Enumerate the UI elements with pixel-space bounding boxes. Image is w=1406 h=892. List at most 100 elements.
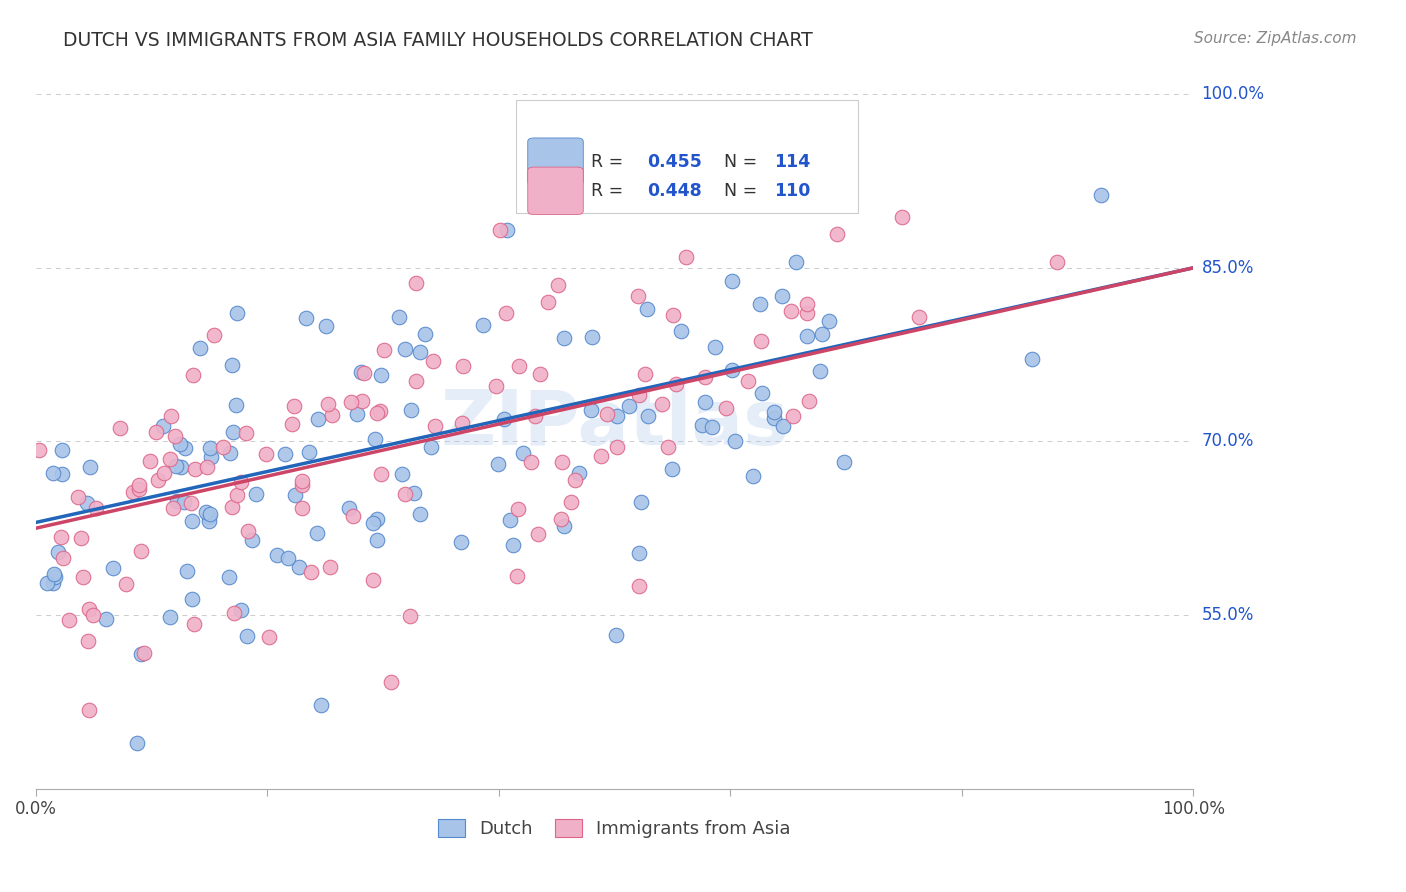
Point <box>173 495 195 509</box>
Point <box>222 425 245 439</box>
Point <box>288 559 311 574</box>
Point <box>413 327 436 342</box>
Point <box>361 573 384 587</box>
Point <box>364 433 387 447</box>
Point <box>380 675 402 690</box>
Point <box>176 564 198 578</box>
Point <box>221 500 243 515</box>
Point <box>183 617 205 632</box>
Point <box>472 318 495 333</box>
Point <box>526 527 548 541</box>
Point <box>524 409 547 424</box>
Text: 85.0%: 85.0% <box>1202 259 1254 277</box>
Point <box>405 277 427 291</box>
Point <box>184 462 207 476</box>
Point <box>229 603 252 617</box>
Point <box>350 366 373 380</box>
Point <box>422 353 444 368</box>
Point <box>785 255 807 269</box>
Point <box>399 608 422 623</box>
Point <box>779 304 801 318</box>
Point <box>77 602 100 616</box>
Point <box>399 402 422 417</box>
Point <box>318 560 340 574</box>
Point <box>796 297 818 311</box>
Point <box>782 409 804 423</box>
Point <box>28 443 51 458</box>
Point <box>486 457 509 471</box>
Point <box>103 560 125 574</box>
Text: 70.0%: 70.0% <box>1202 433 1254 450</box>
Point <box>579 402 602 417</box>
Point <box>222 606 245 620</box>
Point <box>129 544 152 558</box>
Point <box>564 473 586 487</box>
Point <box>353 366 375 380</box>
Point <box>51 443 73 458</box>
Text: 0.455: 0.455 <box>647 153 702 170</box>
Point <box>198 509 221 524</box>
Point <box>284 487 307 501</box>
Point <box>749 334 772 348</box>
Point <box>240 533 263 547</box>
Point <box>748 297 770 311</box>
Point <box>388 310 411 324</box>
Point <box>651 397 673 411</box>
Point <box>299 565 322 579</box>
Point <box>832 455 855 469</box>
Point <box>770 288 793 302</box>
Point <box>420 440 443 454</box>
Point <box>695 395 717 409</box>
Text: 100.0%: 100.0% <box>1202 86 1264 103</box>
Point <box>630 495 652 509</box>
Point <box>662 309 685 323</box>
Text: DUTCH VS IMMIGRANTS FROM ASIA FAMILY HOUSEHOLDS CORRELATION CHART: DUTCH VS IMMIGRANTS FROM ASIA FAMILY HOU… <box>63 31 813 50</box>
Point <box>391 467 413 481</box>
Point <box>42 575 65 590</box>
Point <box>218 570 240 584</box>
Point <box>162 500 184 515</box>
Point <box>499 513 522 527</box>
Point <box>198 507 221 521</box>
Point <box>281 417 304 432</box>
Point <box>294 310 316 325</box>
Point <box>721 363 744 377</box>
Point <box>58 613 80 627</box>
Point <box>76 496 98 510</box>
Point <box>152 419 174 434</box>
Point <box>695 370 717 384</box>
Point <box>160 409 183 424</box>
Text: Source: ZipAtlas.com: Source: ZipAtlas.com <box>1194 31 1357 46</box>
Point <box>495 222 517 236</box>
Point <box>198 515 221 529</box>
Point <box>77 633 100 648</box>
Point <box>51 467 73 482</box>
Point <box>714 401 737 416</box>
Point <box>121 484 143 499</box>
Point <box>200 441 222 455</box>
Point <box>485 379 508 393</box>
Point <box>508 502 530 516</box>
Point <box>128 482 150 496</box>
Point <box>891 210 914 224</box>
Point <box>132 646 155 660</box>
Point <box>628 545 651 559</box>
Point <box>529 367 551 381</box>
Point <box>129 647 152 661</box>
Text: N =: N = <box>724 182 763 200</box>
Point <box>165 428 187 442</box>
Point <box>669 324 692 338</box>
Point <box>741 469 763 483</box>
Point <box>180 496 202 510</box>
Point <box>520 455 543 469</box>
Point <box>195 459 218 474</box>
Point <box>409 507 432 521</box>
Point <box>560 495 582 509</box>
Point <box>226 306 249 320</box>
Point <box>1090 187 1112 202</box>
Point <box>202 328 225 343</box>
Point <box>370 368 392 383</box>
Point <box>342 509 364 524</box>
Point <box>637 409 659 423</box>
Point <box>139 453 162 467</box>
